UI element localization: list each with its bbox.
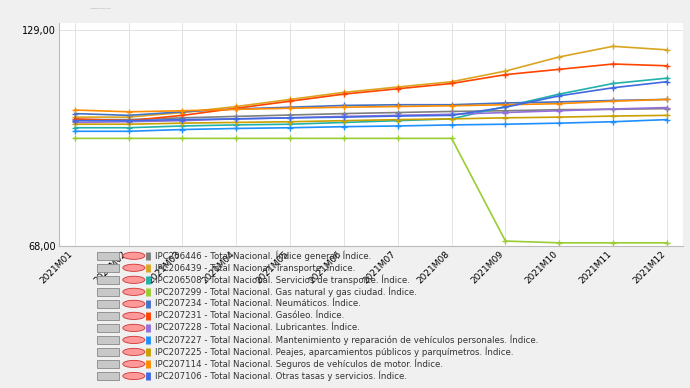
Ellipse shape	[123, 336, 145, 343]
Text: ————: ————	[90, 6, 112, 11]
Bar	[97, 288, 119, 296]
Text: IPC206446 - Total Nacional. Índice general. Índice.: IPC206446 - Total Nacional. Índice gener…	[155, 251, 371, 261]
Bar	[97, 348, 119, 356]
Ellipse shape	[123, 324, 145, 331]
Text: IPC206439 - Total Nacional. Transporte. Índice.: IPC206439 - Total Nacional. Transporte. …	[155, 263, 355, 273]
Text: IPC207106 - Total Nacional. Otras tasas y servicios. Índice.: IPC207106 - Total Nacional. Otras tasas …	[155, 371, 406, 381]
Ellipse shape	[123, 288, 145, 295]
Text: IPC206508 - Total Nacional. Servicios de transporte. Índice.: IPC206508 - Total Nacional. Servicios de…	[155, 275, 409, 285]
Ellipse shape	[123, 360, 145, 367]
Bar	[97, 360, 119, 368]
Ellipse shape	[123, 276, 145, 283]
Bar	[97, 324, 119, 332]
Text: IPC207227 - Total Nacional. Mantenimiento y reparación de vehículos personales. : IPC207227 - Total Nacional. Mantenimient…	[155, 335, 538, 345]
Ellipse shape	[123, 348, 145, 355]
Text: IPC207234 - Total Nacional. Neumáticos. Índice.: IPC207234 - Total Nacional. Neumáticos. …	[155, 300, 360, 308]
Bar	[97, 264, 119, 272]
Text: IPC207114 - Total Nacional. Seguros de vehículos de motor. Índice.: IPC207114 - Total Nacional. Seguros de v…	[155, 359, 442, 369]
Text: IPC207231 - Total Nacional. Gasóleo. Índice.: IPC207231 - Total Nacional. Gasóleo. Índ…	[155, 312, 344, 320]
Bar	[97, 312, 119, 320]
Ellipse shape	[123, 312, 145, 319]
Ellipse shape	[123, 372, 145, 379]
Bar	[97, 252, 119, 260]
Ellipse shape	[123, 252, 145, 259]
Bar	[97, 276, 119, 284]
Text: IPC207225 - Total Nacional. Peajes, aparcamientos públicos y parquímetros. Índic: IPC207225 - Total Nacional. Peajes, apar…	[155, 347, 513, 357]
Bar	[97, 372, 119, 380]
Ellipse shape	[123, 300, 145, 307]
Bar	[97, 300, 119, 308]
Text: IPC207228 - Total Nacional. Lubricantes. Índice.: IPC207228 - Total Nacional. Lubricantes.…	[155, 323, 359, 333]
Text: IPC207299 - Total Nacional. Gas natural y gas ciudad. Índice.: IPC207299 - Total Nacional. Gas natural …	[155, 287, 417, 297]
Bar	[97, 336, 119, 344]
Ellipse shape	[123, 264, 145, 271]
